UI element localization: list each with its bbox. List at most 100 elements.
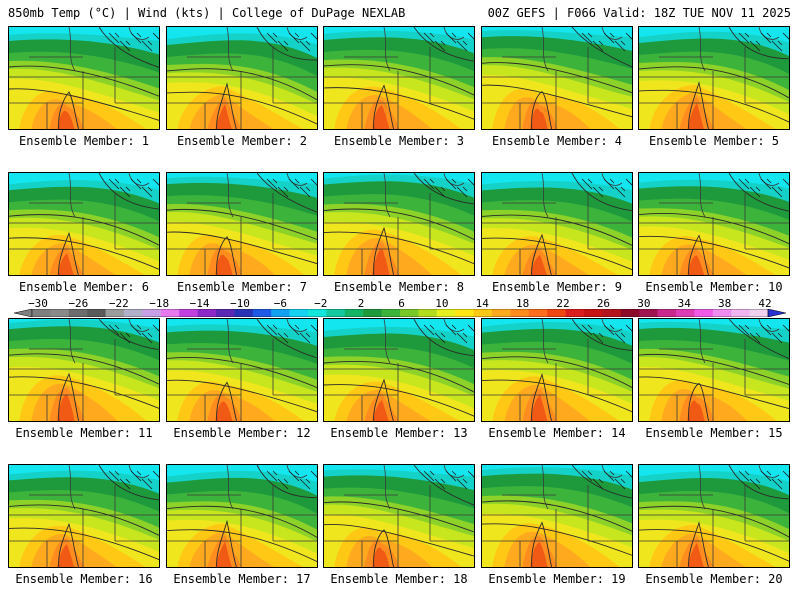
colorbar-segment [731,309,750,317]
colorbar-segment [565,309,585,317]
isotherm-contours [324,27,474,129]
colorbar-tick-label: −14 [189,297,210,310]
colorbar-segment [105,309,125,317]
temperature-band-red [57,110,75,129]
wind-barbs [423,178,474,198]
temperature-map [9,27,159,129]
ensemble-member-label: Ensemble Member: 5 [648,134,780,148]
state-borders [639,465,789,567]
wind-barbs [266,178,317,198]
temperature-map [639,319,789,421]
state-borders [639,27,789,129]
colorbar-segment [32,309,51,317]
temperature-map [167,27,317,129]
colorbar-segment [197,309,217,317]
ensemble-member-map [166,464,318,568]
colorbar-tick-label: 6 [398,297,405,310]
colorbar-segment [602,309,622,317]
temperature-map [9,465,159,567]
temperature-map [167,173,317,275]
state-borders [324,465,474,567]
temperature-map [9,173,159,275]
colorbar-segment [657,309,677,317]
colorbar-segment [639,309,658,317]
colorbar-tick-label: 26 [596,297,611,310]
ensemble-member-label: Ensemble Member: 6 [18,280,150,294]
isotherm-contours [9,27,159,129]
wind-barbs [266,32,317,52]
temperature-band-red [372,399,389,421]
colorbar-tick-label: −26 [68,297,89,310]
wind-barbs [581,324,632,344]
wind-barbs [738,32,789,52]
colorbar-segment [50,309,70,317]
isotherm-contours [167,319,317,421]
ensemble-member-label: Ensemble Member: 15 [645,426,783,440]
state-borders [639,319,789,421]
ensemble-member-map [8,464,160,568]
colorbar-frame [31,309,769,317]
wind-barbs [108,470,159,490]
colorbar-tick-label: −6 [273,297,287,310]
temperature-map [167,319,317,421]
state-borders [482,319,632,421]
temperature-band-red [530,542,548,567]
wind-barbs [108,178,159,198]
ensemble-member-map [638,172,790,276]
temperature-band-red [687,400,705,421]
ensemble-member-map [323,318,475,422]
colorbar-segment [473,309,493,317]
state-borders [482,465,632,567]
ensemble-member-label: Ensemble Member: 20 [645,572,783,586]
colorbar-segment [142,309,162,317]
ensemble-member-label: Ensemble Member: 3 [333,134,465,148]
colorbar-segment [436,309,456,317]
ensemble-member-label: Ensemble Member: 1 [18,134,150,148]
ensemble-member-label: Ensemble Member: 8 [333,280,465,294]
temperature-map [482,465,632,567]
temperature-band-red [372,248,390,275]
temperature-map [324,27,474,129]
colorbar-tick-labels: −30 −26 −22 −18 −14 −10 −6 −2 2 6 10 14 18 22 26 30 34 38… [0,297,800,310]
colorbar-segment [492,309,511,317]
isotherm-contours [9,319,159,421]
temperature-band-red [215,541,232,567]
temperature-band-red [372,547,390,567]
colorbar-segment [308,309,327,317]
temperature-band-red [215,254,233,275]
ensemble-member-map [166,172,318,276]
isotherm-contours [167,27,317,129]
colorbar-tick-label: 18 [516,297,530,310]
colorbar-tick-label: 22 [556,297,570,310]
ensemble-member-map [638,26,790,130]
state-borders [167,465,317,567]
colorbar-segment [234,309,254,317]
wind-barbs [266,470,317,490]
ensemble-member-label: Ensemble Member: 7 [176,280,308,294]
wind-barbs [738,470,789,490]
temperature-map [324,173,474,275]
temperature-map [482,319,632,421]
temperature-band-red [215,401,233,421]
state-borders [482,173,632,275]
state-borders [167,173,317,275]
ensemble-member-label: Ensemble Member: 14 [488,426,626,440]
temperature-map [482,27,632,129]
state-borders [324,319,474,421]
state-borders [9,27,159,129]
wind-barbs [423,470,474,490]
ensemble-member-map [8,172,160,276]
state-borders [9,173,159,275]
ensemble-member-map [481,464,633,568]
temperature-band-red [530,254,547,275]
isotherm-contours [482,27,632,129]
temperature-band-red [215,104,232,129]
colorbar-tick-label: −10 [230,297,250,310]
run-info: 00Z GEFS | F066 Valid: 18Z TUE NOV 11 20… [487,6,791,20]
colorbar-segment [381,309,401,317]
colorbar-tick-label: 10 [435,297,449,310]
colorbar-tick-label: 14 [475,297,489,310]
temperature-map [482,173,632,275]
ensemble-member-map [323,172,475,276]
ensemble-member-label: Ensemble Member: 10 [645,280,783,294]
